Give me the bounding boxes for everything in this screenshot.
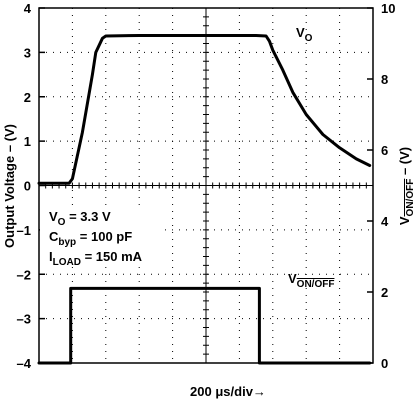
left-tick-label: 2 <box>24 90 31 105</box>
left-tick-label: 3 <box>24 45 31 60</box>
left-tick-label: 4 <box>24 1 32 16</box>
series-line-von-off <box>37 286 372 365</box>
series-label-von-off: VON/OFF <box>288 271 334 290</box>
y-axis-right-label-sub: ON/OFF <box>405 179 416 217</box>
right-axis: 10 8 6 4 2 0 <box>367 1 395 371</box>
left-axis: 4 3 2 1 0 –1 –2 –3 –4 <box>17 1 45 371</box>
series-label-vo: VO <box>296 25 313 44</box>
y-axis-left-label: Output Voltage – (V) <box>2 124 17 248</box>
annotation-vo: VO = 3.3 V <box>49 209 111 228</box>
left-tick-label: –3 <box>17 312 31 327</box>
x-axis-label: 200 μs/div→ <box>190 384 266 399</box>
y-axis-right-label-suffix: – (V) <box>397 147 412 179</box>
right-tick-label: 6 <box>381 143 388 158</box>
left-tick-label: 0 <box>24 179 31 194</box>
annotation-cbyp: Cbyp = 100 pF <box>49 229 132 248</box>
annotation-iload: ILOAD = 150 mA <box>49 249 143 268</box>
annotation-block: VO = 3.3 V Cbyp = 100 pF ILOAD = 150 mA <box>40 206 160 268</box>
left-tick-label: –4 <box>17 356 32 371</box>
grid-lines <box>39 8 373 363</box>
left-tick-label: 1 <box>24 134 31 149</box>
right-tick-label: 0 <box>381 356 388 371</box>
y-axis-right-label-main: V <box>397 216 412 225</box>
left-tick-label: –1 <box>17 223 31 238</box>
series-layer <box>37 34 372 365</box>
series-line-vo <box>37 34 372 185</box>
left-tick-label: –2 <box>17 267 31 282</box>
right-tick-label: 4 <box>381 214 389 229</box>
y-axis-right-label: VON/OFF – (V) <box>397 147 416 225</box>
right-tick-label: 10 <box>381 1 395 16</box>
right-tick-label: 8 <box>381 72 388 87</box>
right-tick-label: 2 <box>381 285 388 300</box>
